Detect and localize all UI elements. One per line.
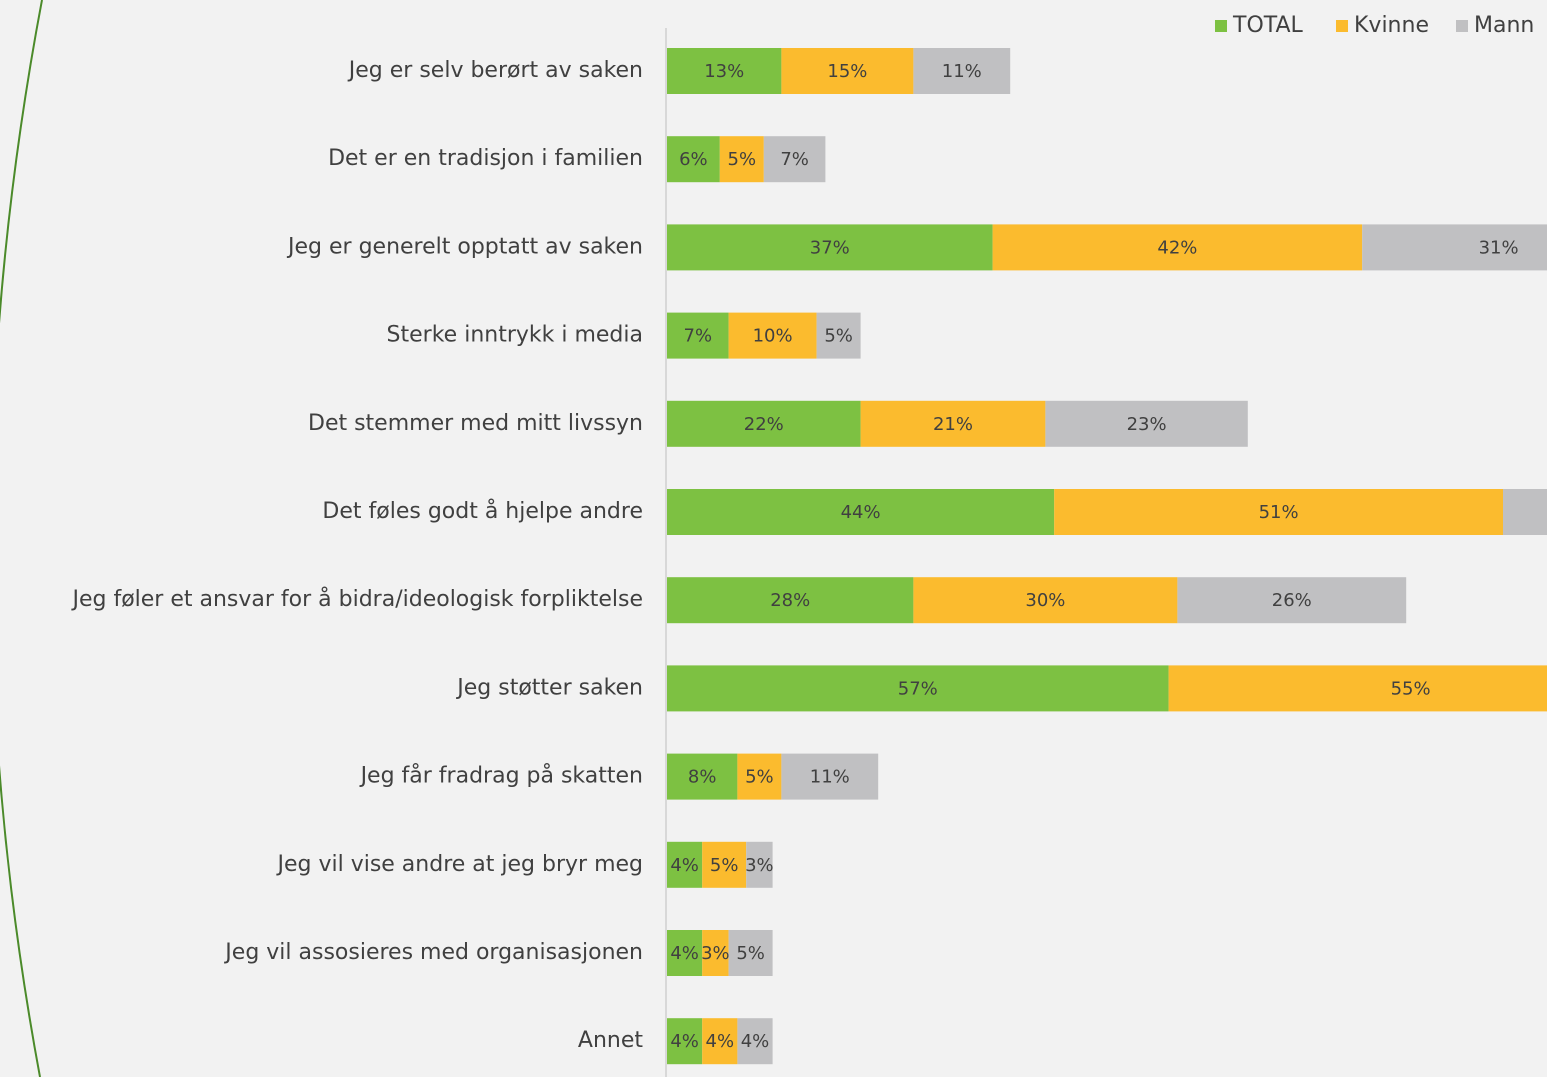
- data-label: 7%: [780, 149, 809, 170]
- bar-segment: [763, 136, 826, 183]
- bar-segment: [728, 312, 817, 359]
- bar-segment: [1045, 400, 1248, 447]
- data-label: 57%: [898, 678, 938, 699]
- bar-segment: [913, 577, 1178, 624]
- bar-segment: [667, 930, 703, 976]
- data-label: 7%: [684, 326, 713, 347]
- bar-segment: [816, 312, 861, 359]
- legend-label: TOTAL: [1232, 13, 1304, 38]
- bar-segment: [667, 312, 729, 359]
- data-label: 30%: [1025, 590, 1065, 611]
- bar-segment: [1362, 224, 1547, 271]
- data-label: 37%: [810, 237, 850, 258]
- category-label: Jeg får fradrag på skatten: [359, 763, 643, 789]
- bar-segment: [667, 841, 703, 888]
- data-label: 10%: [753, 326, 793, 347]
- data-label: 5%: [728, 149, 757, 170]
- legend-swatch: [1336, 20, 1348, 32]
- data-label: 31%: [1479, 237, 1519, 258]
- legend-label: Mann: [1474, 13, 1534, 38]
- bar-segment: [746, 841, 773, 888]
- category-label: Sterke inntrykk i media: [387, 323, 643, 348]
- bar-segment: [667, 224, 993, 271]
- bar-segment: [702, 1018, 738, 1065]
- legend-swatch: [1215, 20, 1227, 32]
- bar-segment: [667, 1018, 703, 1065]
- data-label: 4%: [670, 1031, 699, 1052]
- frame-arc: [0, 0, 43, 1077]
- category-label: Jeg føler et ansvar for å bidra/ideologi…: [70, 586, 643, 612]
- data-label: 22%: [744, 414, 784, 435]
- bar-segment: [1503, 489, 1547, 535]
- legend-label: Kvinne: [1354, 13, 1429, 38]
- bar-segment: [1177, 577, 1407, 624]
- data-label: 8%: [688, 767, 717, 788]
- bar-segment: [737, 1018, 773, 1065]
- bar-segment: [667, 753, 738, 800]
- bar-segment: [728, 930, 773, 976]
- data-label: 3%: [701, 943, 730, 964]
- category-label: Jeg vil assosieres med organisasjonen: [223, 940, 643, 965]
- data-label: 23%: [1127, 414, 1167, 435]
- bar-segment: [667, 577, 914, 624]
- data-label: 5%: [824, 326, 853, 347]
- bar-segment: [667, 400, 861, 447]
- category-label: Annet: [578, 1028, 643, 1053]
- bar-segment: [667, 665, 1169, 712]
- bar-segment: [719, 136, 764, 183]
- data-label: 44%: [841, 502, 881, 523]
- data-label: 4%: [741, 1031, 770, 1052]
- category-label: Jeg vil vise andre at jeg bryr meg: [275, 852, 643, 877]
- bar-segment: [913, 48, 1011, 94]
- category-label: Det er en tradisjon i familien: [328, 146, 643, 171]
- data-label: 11%: [810, 767, 850, 788]
- category-label: Det stemmer med mitt livssyn: [308, 411, 643, 436]
- data-label: 5%: [736, 943, 765, 964]
- data-label: 11%: [942, 61, 982, 82]
- bar-segment: [1168, 665, 1547, 712]
- data-label: 3%: [745, 855, 774, 876]
- data-label: 26%: [1272, 590, 1312, 611]
- data-label: 15%: [827, 61, 867, 82]
- category-label: Jeg er selv berørt av saken: [347, 58, 643, 83]
- bar-segment: [667, 48, 782, 94]
- bar-segment: [667, 489, 1055, 535]
- data-label: 28%: [770, 590, 810, 611]
- bar-segment: [702, 930, 729, 976]
- bar-segment: [992, 224, 1363, 271]
- bar-segment: [860, 400, 1046, 447]
- data-label: 5%: [710, 855, 739, 876]
- data-label: 4%: [670, 943, 699, 964]
- legend-swatch: [1456, 20, 1468, 32]
- category-label: Jeg støtter saken: [455, 675, 643, 700]
- data-label: 4%: [706, 1031, 735, 1052]
- category-label: Det føles godt å hjelpe andre: [322, 498, 643, 524]
- bar-segment: [1054, 489, 1503, 535]
- data-label: 42%: [1157, 237, 1197, 258]
- bar-segment: [702, 841, 747, 888]
- data-label: 21%: [933, 414, 973, 435]
- bar-segment: [781, 753, 879, 800]
- data-label: 55%: [1391, 678, 1431, 699]
- data-label: 4%: [670, 855, 699, 876]
- bar-segment: [781, 48, 914, 94]
- bar-segment: [737, 753, 782, 800]
- data-label: 51%: [1259, 502, 1299, 523]
- data-label: 5%: [745, 767, 774, 788]
- data-label: 6%: [679, 149, 708, 170]
- data-label: 13%: [704, 61, 744, 82]
- category-label: Jeg er generelt opptatt av saken: [286, 234, 643, 259]
- bar-segment: [667, 136, 720, 183]
